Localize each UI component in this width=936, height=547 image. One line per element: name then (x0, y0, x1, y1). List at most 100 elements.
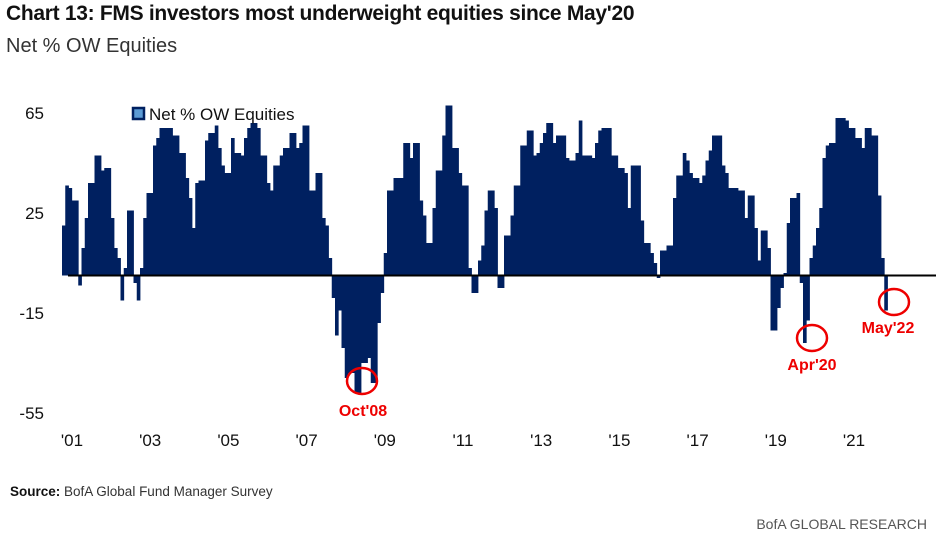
bar (455, 148, 459, 276)
x-tick-label: '19 (765, 431, 787, 450)
x-tick-label: '11 (453, 431, 474, 450)
bar (474, 275, 479, 293)
bar (445, 105, 450, 276)
bar (588, 155, 593, 276)
bar (361, 275, 365, 363)
bar (296, 148, 300, 276)
bar (562, 135, 567, 276)
bar (874, 135, 879, 276)
bar (351, 275, 355, 373)
annotation-label: May'22 (862, 320, 915, 337)
y-tick-label: 25 (25, 204, 44, 223)
bar (585, 155, 589, 276)
bar (721, 165, 726, 276)
bar (487, 190, 492, 276)
bar (718, 135, 723, 276)
bar (257, 128, 261, 276)
annotation-apr20: Apr'20 (787, 323, 837, 374)
x-tick-label: '07 (296, 431, 318, 450)
bar (705, 160, 710, 276)
bar (679, 175, 684, 276)
bar (751, 195, 755, 276)
bar (500, 275, 505, 288)
bar (448, 105, 453, 276)
bar (491, 190, 495, 276)
bar (104, 168, 108, 276)
bar (556, 135, 560, 276)
bar (253, 123, 258, 276)
bar (669, 245, 674, 276)
bar (335, 275, 339, 336)
bar (767, 248, 771, 276)
bar (305, 125, 310, 276)
bar (279, 155, 284, 276)
annotation-circle (795, 323, 829, 353)
bar (140, 268, 144, 276)
bar (218, 148, 222, 276)
bar (699, 183, 703, 276)
bar (786, 223, 791, 276)
bar (374, 275, 378, 383)
bar (260, 155, 264, 276)
bar (481, 245, 485, 276)
source-text: BofA Global Fund Manager Survey (60, 484, 273, 499)
bar (435, 170, 440, 276)
bar (809, 258, 814, 276)
bar (855, 138, 859, 276)
y-tick-label: -15 (19, 304, 44, 323)
bar (247, 128, 251, 276)
bar (341, 275, 346, 348)
bar (387, 190, 391, 276)
bar (812, 245, 817, 276)
bar (861, 148, 866, 276)
bar (806, 275, 810, 321)
annotation-label: Apr'20 (787, 357, 836, 374)
bar (283, 148, 287, 276)
x-tick-label: '15 (608, 431, 630, 450)
bar (166, 128, 170, 276)
bar (276, 165, 281, 276)
bar (793, 198, 797, 276)
bar (663, 250, 667, 276)
bar (816, 228, 820, 276)
y-tick-label: -55 (19, 404, 44, 423)
annotation-circle (877, 287, 911, 317)
bar (702, 175, 706, 276)
bar (71, 200, 76, 276)
bar (513, 185, 518, 276)
bar (413, 143, 417, 276)
bar (575, 153, 580, 276)
bar (835, 118, 840, 276)
bar (309, 190, 313, 276)
bar (416, 143, 420, 276)
bar (224, 173, 229, 276)
bar (601, 128, 606, 276)
bar (647, 243, 651, 276)
bar (393, 178, 398, 276)
bar (299, 143, 303, 276)
bar (406, 143, 411, 276)
bar (250, 123, 255, 276)
bar (380, 275, 385, 293)
bar (429, 243, 433, 276)
bar (94, 155, 99, 276)
x-tick-label: '05 (217, 431, 239, 450)
bar (91, 183, 95, 276)
bar (864, 128, 869, 276)
source-note: Source: BofA Global Fund Manager Survey (10, 484, 273, 499)
x-tick-label: '13 (530, 431, 552, 450)
bar (400, 178, 404, 276)
bar (237, 153, 242, 276)
bar (419, 200, 424, 276)
bar (630, 165, 635, 276)
bar (292, 133, 297, 276)
bar (819, 208, 823, 276)
bar (822, 158, 827, 276)
bar (530, 130, 534, 276)
bar (439, 170, 443, 276)
bar (185, 178, 190, 276)
x-tick-label: '01 (61, 431, 83, 450)
bar (286, 148, 290, 276)
bar (682, 153, 687, 276)
bar (390, 190, 394, 276)
